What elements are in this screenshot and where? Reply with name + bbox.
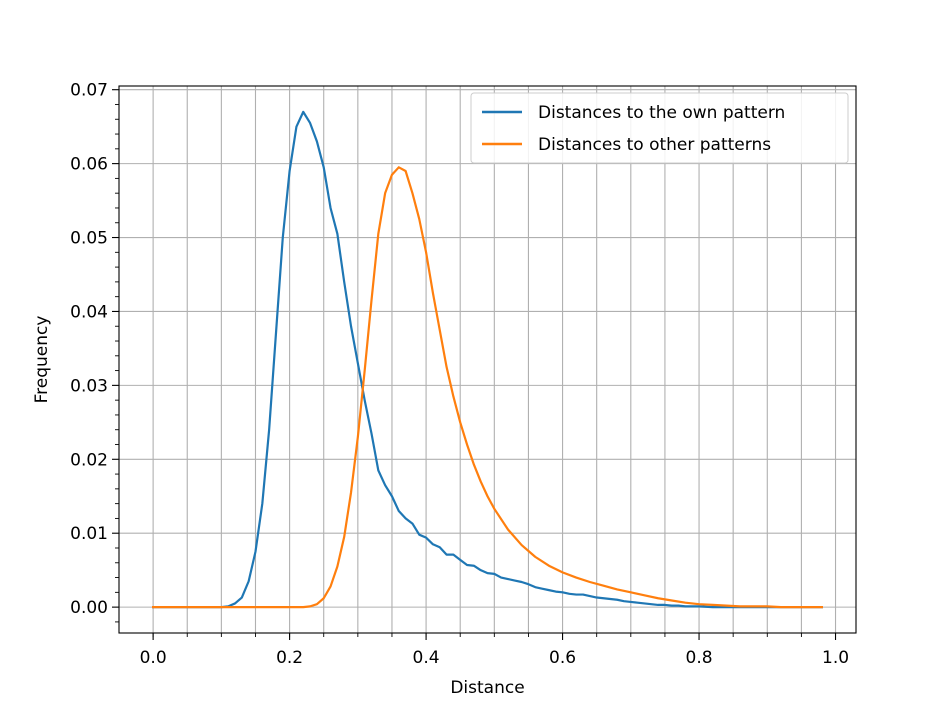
series-line-0 — [152, 110, 823, 609]
plot-frame — [118, 85, 857, 634]
x-tick-label: 0.6 — [549, 648, 576, 668]
legend-label-other-patterns: Distances to other patterns — [538, 135, 771, 155]
x-tick-label: 0.4 — [413, 648, 440, 668]
y-axis-label: Frequency — [32, 316, 52, 404]
grid — [119, 86, 856, 633]
plot-area — [119, 86, 856, 633]
axis-ticks — [112, 89, 837, 640]
series-line-1 — [152, 166, 823, 609]
y-tick-label: 0.05 — [70, 229, 108, 249]
x-tick-label: 0.8 — [686, 648, 713, 668]
x-tick-label: 0.0 — [140, 648, 167, 668]
legend: Distances to the own pattern Distances t… — [470, 92, 849, 164]
y-tick-label: 0.02 — [70, 450, 108, 470]
data-lines — [152, 110, 823, 609]
y-tick-label: 0.03 — [70, 376, 108, 396]
legend-label-own-pattern: Distances to the own pattern — [538, 103, 785, 123]
y-tick-label: 0.00 — [70, 598, 108, 618]
y-tick-label: 0.01 — [70, 524, 108, 544]
x-tick-label: 1.0 — [822, 648, 849, 668]
x-tick-label: 0.2 — [276, 648, 303, 668]
y-tick-label: 0.06 — [70, 155, 108, 175]
y-tick-label: 0.04 — [70, 302, 108, 322]
y-tick-label: 0.07 — [70, 81, 108, 101]
tick-labels: 0.00 0.01 0.02 0.03 0.04 0.05 0.06 0.07 0.0 0.2 0.… — [70, 81, 849, 668]
x-axis-label: Distance — [450, 678, 524, 698]
legend-box — [470, 92, 849, 164]
